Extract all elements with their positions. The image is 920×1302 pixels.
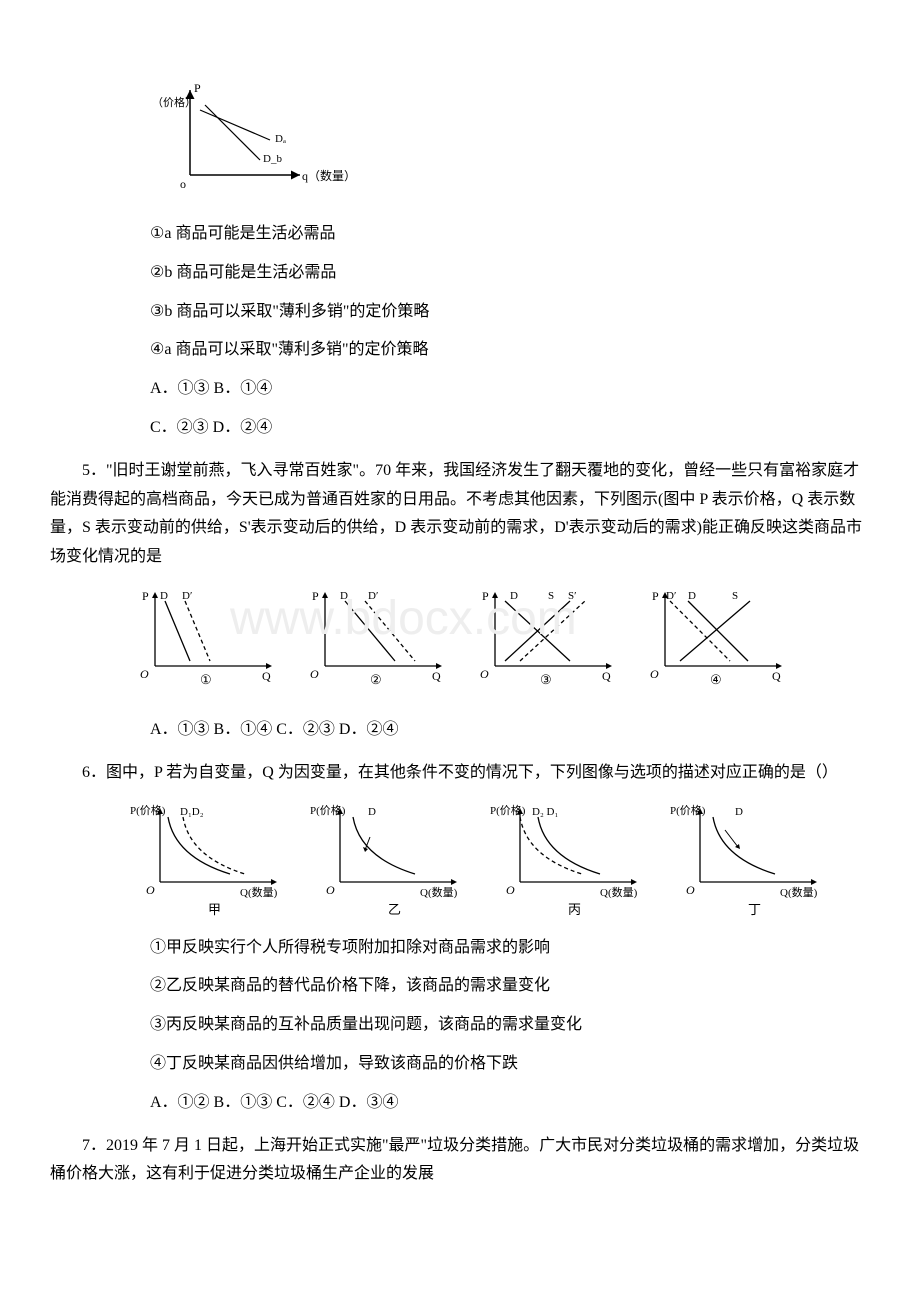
- q5-options: A．①③ B．①④ C．②③ D．②④: [150, 716, 870, 745]
- y-axis-label: P: [194, 81, 201, 95]
- svg-text:D₁D₂: D₁D₂: [180, 806, 204, 818]
- svg-text:D: D: [368, 806, 376, 818]
- svg-text:O: O: [140, 667, 149, 681]
- origin: o: [180, 177, 186, 191]
- q4-statement-3: ③b 商品可以采取"薄利多销"的定价策略: [150, 298, 870, 327]
- svg-text:丙: 丙: [568, 902, 581, 917]
- svg-text:O: O: [480, 667, 489, 681]
- svg-text:Q(数量): Q(数量): [600, 886, 638, 899]
- svg-text:Q: Q: [772, 669, 781, 683]
- svg-text:Q(数量): Q(数量): [780, 886, 818, 899]
- svg-text:P: P: [482, 589, 489, 603]
- svg-text:D: D: [340, 590, 348, 602]
- q6-panel-3: P(价格) O Q(数量) 丁 D: [670, 802, 840, 924]
- q5-diagrams: P O Q ① D D′ P O Q ② D D′: [130, 586, 870, 706]
- svg-text:O: O: [326, 883, 335, 897]
- q4-statement-1: ①a 商品可能是生活必需品: [150, 220, 870, 249]
- q6-statement-4: ④丁反映某商品因供给增加，导致该商品的价格下跌: [150, 1050, 870, 1079]
- svg-text:P: P: [652, 589, 659, 603]
- svg-text:①: ①: [200, 672, 212, 687]
- svg-text:D: D: [735, 806, 743, 818]
- q6-statement-2: ②乙反映某商品的替代品价格下降，该商品的需求量变化: [150, 972, 870, 1001]
- svg-text:Q(数量): Q(数量): [240, 886, 278, 899]
- q5-panel-1: P O Q ② D D′: [300, 586, 460, 706]
- svg-text:P(价格): P(价格): [130, 803, 166, 817]
- q4-statement-4: ④a 商品可以采取"薄利多销"的定价策略: [150, 336, 870, 365]
- svg-text:O: O: [146, 883, 155, 897]
- svg-text:S: S: [548, 590, 554, 602]
- line-a-label: Dₐ: [275, 133, 286, 145]
- svg-text:P(价格): P(价格): [490, 803, 526, 817]
- svg-text:S: S: [732, 590, 738, 602]
- q5-panel-0: P O Q ① D D′: [130, 586, 290, 706]
- q4-demand-diagram: P （价格） o q（数量） Dₐ D_b: [150, 80, 870, 200]
- svg-text:D₂ D₁: D₂ D₁: [532, 806, 558, 818]
- q6-panel-1: P(价格) O Q(数量) 乙 D: [310, 802, 480, 924]
- q6-statement-3: ③丙反映某商品的互补品质量出现问题，该商品的需求量变化: [150, 1011, 870, 1040]
- svg-text:P(价格): P(价格): [670, 803, 706, 817]
- q4-options-cd: C．②③ D．②④: [150, 414, 870, 443]
- svg-text:D′: D′: [368, 590, 378, 602]
- svg-text:D′: D′: [182, 590, 192, 602]
- svg-text:P(价格): P(价格): [310, 803, 346, 817]
- svg-text:②: ②: [370, 672, 382, 687]
- q6-diagrams: P(价格) O Q(数量) 甲 D₁D₂ P(价格) O Q(数量) 乙 D: [130, 802, 870, 924]
- svg-text:D: D: [688, 590, 696, 602]
- q7-text: 7．2019 年 7 月 1 日起，上海开始正式实施"最严"垃圾分类措施。广大市…: [50, 1132, 870, 1190]
- svg-text:P: P: [312, 589, 319, 603]
- svg-text:O: O: [506, 883, 515, 897]
- q6-text: 6．图中，P 若为自变量，Q 为因变量，在其他条件不变的情况下，下列图像与选项的…: [50, 759, 870, 788]
- svg-text:O: O: [686, 883, 695, 897]
- svg-text:P: P: [142, 589, 149, 603]
- svg-text:O: O: [310, 667, 319, 681]
- q6-panel-2: P(价格) O Q(数量) 丙 D₂ D₁: [490, 802, 660, 924]
- q6-options: A．①② B．①③ C．②④ D．③④: [150, 1089, 870, 1118]
- svg-text:③: ③: [540, 672, 552, 687]
- svg-text:丁: 丁: [748, 902, 761, 917]
- svg-text:Q: Q: [262, 669, 271, 683]
- q6-statement-1: ①甲反映实行个人所得税专项附加扣除对商品需求的影响: [150, 934, 870, 963]
- svg-text:S′: S′: [568, 590, 577, 602]
- svg-text:D: D: [160, 590, 168, 602]
- y-axis-sub: （价格）: [152, 95, 196, 109]
- q5-panel-2: P O Q ③ D S S′: [470, 586, 630, 706]
- svg-text:D: D: [510, 590, 518, 602]
- q4-statement-2: ②b 商品可能是生活必需品: [150, 259, 870, 288]
- svg-text:Q: Q: [432, 669, 441, 683]
- svg-text:Q(数量): Q(数量): [420, 886, 458, 899]
- q6-panel-0: P(价格) O Q(数量) 甲 D₁D₂: [130, 802, 300, 924]
- svg-text:甲: 甲: [208, 902, 221, 917]
- svg-text:④: ④: [710, 672, 722, 687]
- line-b-label: D_b: [263, 153, 282, 165]
- q5-panel-3: P O Q ④ D′ D S: [640, 586, 800, 706]
- svg-text:Q: Q: [602, 669, 611, 683]
- x-axis-label: q（数量）: [302, 168, 350, 183]
- svg-text:D′: D′: [666, 590, 676, 602]
- q4-options-ab: A．①③ B．①④: [150, 375, 870, 404]
- q4-svg: P （价格） o q（数量） Dₐ D_b: [150, 80, 350, 200]
- svg-text:乙: 乙: [388, 902, 401, 917]
- q5-text: 5．"旧时王谢堂前燕，飞入寻常百姓家"。70 年来，我国经济发生了翻天覆地的变化…: [50, 457, 870, 572]
- svg-text:O: O: [650, 667, 659, 681]
